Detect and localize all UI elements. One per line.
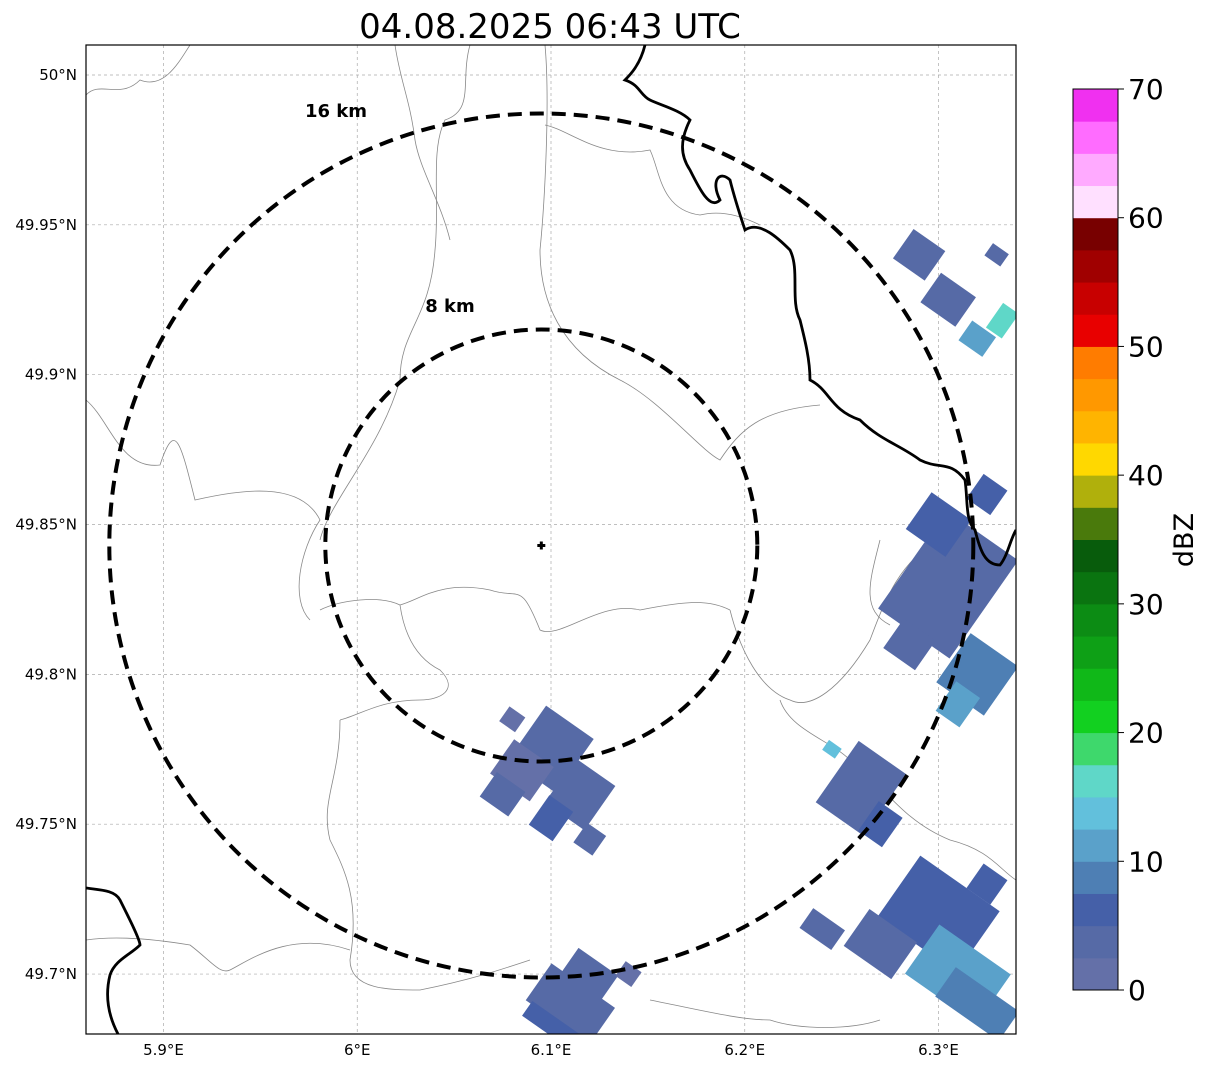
reflectivity-echo	[573, 822, 607, 856]
colorbar-tick-label: 40	[1128, 459, 1164, 492]
municipal-boundaries	[86, 45, 1016, 1028]
lat-tick-label: 50°N	[39, 66, 77, 84]
colorbar-swatch	[1073, 121, 1118, 154]
colorbar-swatch	[1073, 668, 1118, 701]
lat-tick-label: 49.7°N	[25, 965, 77, 983]
colorbar-tick-label: 70	[1128, 73, 1164, 106]
reflectivity-echo	[522, 1000, 580, 1034]
colorbar-swatch	[1073, 249, 1118, 283]
ring-label-16-km: 16 km	[305, 101, 367, 122]
colorbar-swatch	[1073, 636, 1118, 669]
colorbar-tick-label: 60	[1128, 202, 1164, 235]
national-borders	[86, 45, 1016, 1034]
colorbar-swatch	[1073, 571, 1118, 605]
reflectivity-echo	[878, 510, 1016, 659]
colorbar: 0 10 20 30 40 50 60 70 dBZ	[1072, 73, 1200, 1007]
reflectivity-echo	[883, 618, 936, 671]
reflectivity-echo	[877, 855, 1000, 973]
reflectivity-echo	[958, 320, 997, 357]
colorbar-swatch	[1073, 346, 1118, 380]
colorbar-swatch	[1073, 378, 1118, 412]
ring-label-8-km: 8 km	[425, 296, 475, 317]
lon-tick-label: 6.1°E	[531, 1041, 572, 1059]
colorbar-tick-label: 10	[1128, 845, 1164, 878]
reflectivity-echo	[966, 863, 1008, 905]
colorbar-swatch	[1073, 957, 1118, 991]
reflectivity-echo	[892, 228, 946, 281]
reflectivity-echo	[822, 739, 842, 759]
lon-tick-label: 6.3°E	[918, 1041, 959, 1059]
colorbar-swatch	[1073, 475, 1118, 508]
colorbar-swatch	[1073, 89, 1118, 122]
lon-tick-label: 5.9°E	[143, 1041, 184, 1059]
reflectivity-echo	[615, 961, 642, 987]
colorbar-swatch	[1073, 410, 1118, 444]
colorbar-swatch	[1073, 796, 1118, 830]
colorbar-swatch	[1073, 153, 1118, 187]
colorbar-swatch	[1073, 217, 1118, 251]
reflectivity-echo	[858, 801, 903, 848]
colorbar-swatch	[1073, 282, 1118, 315]
lon-tick-label: 6.2°E	[724, 1041, 765, 1059]
radar-site-marker	[537, 541, 546, 550]
reflectivity-echo	[966, 473, 1008, 516]
reflectivity-echo	[905, 492, 972, 557]
colorbar-swatch	[1073, 700, 1118, 734]
reflectivity-echo	[490, 739, 554, 802]
lat-tick-label: 49.9°N	[25, 366, 77, 384]
colorbar-label: dBZ	[1169, 513, 1200, 567]
reflectivity-echo	[815, 740, 907, 836]
reflectivity-echo	[528, 795, 574, 842]
colorbar-swatch	[1073, 603, 1118, 637]
colorbar-swatch	[1073, 861, 1118, 894]
radar-reflectivity-echoes	[479, 228, 1016, 1034]
colorbar-tick-label: 30	[1128, 588, 1164, 621]
colorbar-swatch	[1073, 893, 1118, 927]
reflectivity-echo	[985, 302, 1016, 339]
colorbar-tick-label: 20	[1128, 717, 1164, 750]
lat-tick-label: 49.8°N	[25, 665, 77, 683]
colorbar-swatch	[1073, 539, 1118, 573]
reflectivity-echo	[920, 272, 976, 327]
range-ring-16-km	[107, 111, 976, 980]
colorbar-tick-label: 50	[1128, 330, 1164, 363]
colorbar-swatch	[1073, 507, 1118, 540]
colorbar-ticks: 0 10 20 30 40 50 60 70	[1118, 73, 1164, 1007]
reflectivity-echo	[499, 706, 526, 733]
reflectivity-echo	[799, 908, 845, 951]
colorbar-swatch	[1073, 442, 1118, 476]
map-plot-area[interactable]: 16 km 8 km	[85, 44, 1019, 1049]
colorbar-swatch	[1073, 314, 1118, 347]
longitude-axis: 5.9°E 6°E 6.1°E 6.2°E 6.3°E	[143, 1041, 959, 1059]
colorbar-tick-label: 0	[1128, 974, 1146, 1007]
reflectivity-echo	[479, 771, 526, 817]
colorbar-swatch	[1073, 764, 1118, 798]
lat-tick-label: 49.75°N	[15, 815, 77, 833]
reflectivity-echo	[525, 963, 616, 1034]
colorbar-swatch	[1073, 732, 1118, 766]
latitude-axis: 50°N 49.95°N 49.9°N 49.85°N 49.8°N 49.75°N 49.…	[15, 66, 77, 983]
map-title: 04.08.2025 06:43 UTC	[359, 7, 741, 47]
lon-tick-label: 6°E	[344, 1041, 371, 1059]
graticule	[86, 45, 1016, 1034]
colorbar-swatches	[1073, 89, 1118, 991]
reflectivity-echo	[935, 681, 981, 728]
lat-tick-label: 49.85°N	[15, 516, 77, 534]
colorbar-swatch	[1073, 829, 1118, 862]
colorbar-swatch	[1073, 185, 1118, 219]
reflectivity-echo	[843, 909, 918, 980]
lat-tick-label: 49.95°N	[15, 216, 77, 234]
reflectivity-echo	[935, 967, 1016, 1034]
reflectivity-echo	[984, 243, 1009, 267]
colorbar-swatch	[1073, 925, 1118, 959]
range-ring-8-km	[323, 327, 760, 764]
